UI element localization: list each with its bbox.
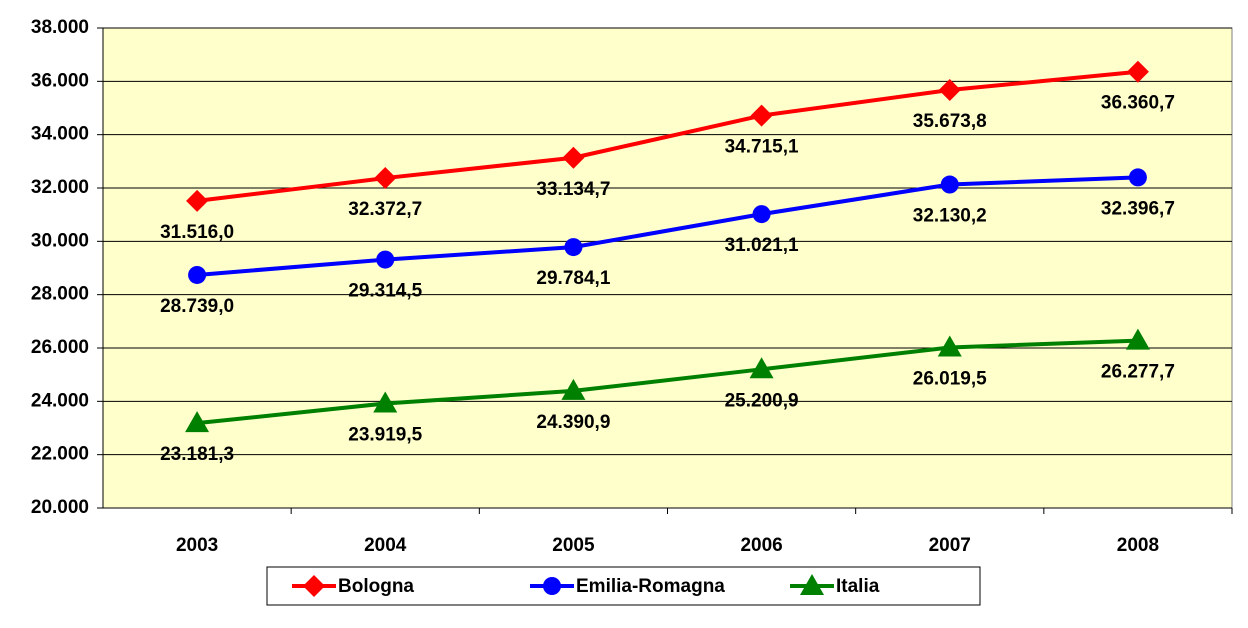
legend-label: Bologna — [338, 576, 414, 597]
x-tick-label: 2003 — [176, 535, 218, 556]
data-point — [1128, 168, 1147, 187]
data-label: 32.372,7 — [348, 199, 422, 220]
legend-marker — [543, 577, 561, 595]
legend-marker — [303, 575, 325, 597]
legend-label: Emilia-Romagna — [576, 576, 725, 597]
data-point — [1125, 328, 1150, 350]
legend-label: Italia — [836, 576, 880, 597]
x-tick-label: 2008 — [1117, 535, 1159, 556]
data-label: 23.181,3 — [160, 444, 234, 465]
legend-box — [266, 566, 981, 606]
y-tick-label: 36.000 — [31, 70, 89, 91]
x-tick-label: 2004 — [364, 535, 407, 556]
series-line — [196, 69, 1139, 203]
data-label: 29.784,1 — [536, 268, 610, 289]
data-label: 25.200,9 — [725, 390, 799, 411]
x-tick-label: 2005 — [552, 535, 595, 556]
series-line — [196, 338, 1138, 426]
y-tick-label: 32.000 — [31, 177, 89, 198]
y-tick-label: 24.000 — [31, 390, 89, 411]
data-point — [749, 357, 774, 379]
x-tick-label: 2007 — [929, 535, 971, 556]
data-point — [185, 411, 210, 433]
y-tick-label: 26.000 — [31, 337, 89, 358]
data-label: 31.516,0 — [160, 222, 234, 243]
data-point — [937, 335, 962, 357]
y-tick-label: 38.000 — [31, 17, 89, 38]
data-label: 36.360,7 — [1101, 93, 1175, 114]
y-tick-label: 20.000 — [31, 497, 89, 518]
data-label: 31.021,1 — [725, 235, 799, 256]
data-label: 26.277,7 — [1101, 362, 1175, 383]
y-tick-label: 30.000 — [31, 230, 89, 251]
data-label: 24.390,9 — [536, 412, 610, 433]
legend-marker — [800, 574, 824, 595]
data-point — [1126, 60, 1149, 83]
data-label: 29.314,5 — [348, 281, 422, 302]
data-label: 35.673,8 — [913, 111, 987, 132]
data-point — [750, 104, 773, 127]
data-label: 34.715,1 — [725, 137, 799, 158]
data-label: 28.739,0 — [160, 296, 234, 317]
series-line — [196, 175, 1138, 277]
data-label: 32.130,2 — [913, 206, 987, 227]
data-point — [188, 265, 207, 284]
data-point — [562, 146, 585, 169]
x-tick-label: 2006 — [740, 535, 782, 556]
data-label: 23.919,5 — [348, 424, 422, 445]
data-point — [376, 250, 395, 269]
data-point — [186, 189, 209, 212]
y-tick-label: 22.000 — [31, 444, 89, 465]
y-tick-label: 34.000 — [31, 124, 89, 145]
y-tick-label: 28.000 — [31, 284, 89, 305]
data-point — [938, 79, 961, 102]
data-label: 32.396,7 — [1101, 198, 1175, 219]
data-point — [373, 391, 398, 413]
data-label: 26.019,5 — [913, 368, 987, 389]
data-point — [940, 175, 959, 194]
data-point — [564, 238, 583, 257]
data-point — [561, 378, 586, 400]
data-label: 33.134,7 — [536, 179, 610, 200]
data-point — [374, 167, 397, 190]
data-point — [752, 205, 771, 224]
